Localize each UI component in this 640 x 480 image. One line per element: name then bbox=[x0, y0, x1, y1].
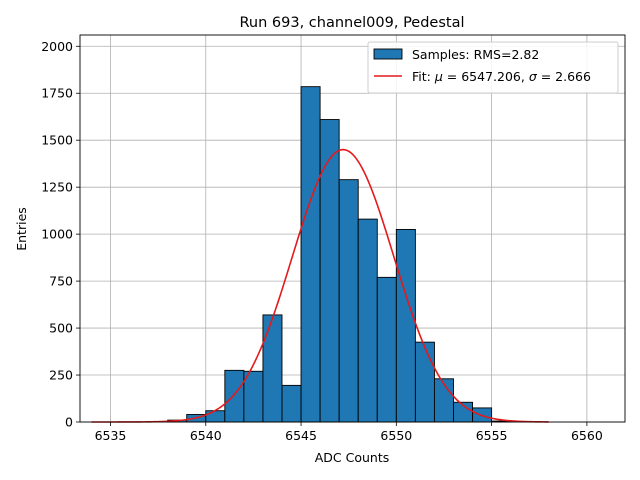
legend-fit-sigma-symbol: σ bbox=[529, 69, 538, 84]
x-axis-label: ADC Counts bbox=[315, 450, 390, 465]
legend-fit-label: Fit: μ = 6547.206, σ = 2.666 bbox=[412, 69, 591, 84]
legend-histogram-label: Samples: RMS=2.82 bbox=[412, 47, 539, 62]
histogram-bar bbox=[281, 384, 302, 423]
legend-fit-mu-symbol: μ bbox=[434, 69, 443, 84]
y-axis-label: Entries bbox=[14, 207, 29, 251]
legend: Samples: RMS=2.82 Fit: μ = 6547.206, σ =… bbox=[367, 41, 619, 94]
x-tick-label: 6560 bbox=[571, 428, 603, 443]
histogram-bar bbox=[319, 119, 340, 423]
x-tick-label: 6540 bbox=[190, 428, 222, 443]
histogram-bar bbox=[414, 341, 435, 423]
x-tick-label: 6550 bbox=[380, 428, 412, 443]
histogram-bar bbox=[338, 179, 359, 423]
histogram-bar bbox=[395, 228, 416, 423]
y-tick-label: 750 bbox=[49, 274, 73, 289]
y-tick-label: 250 bbox=[49, 368, 73, 383]
fit-curve bbox=[91, 148, 549, 423]
legend-fit-mu-value: = 6547.206, bbox=[443, 69, 529, 84]
legend-histogram-swatch bbox=[373, 48, 403, 60]
legend-fit-sigma-value: = 2.666 bbox=[537, 69, 591, 84]
histogram-bar bbox=[300, 86, 321, 423]
histogram-bar bbox=[205, 410, 226, 423]
x-tick-label: 6545 bbox=[285, 428, 317, 443]
x-axis-ticks: 6535 6540 6545 6550 6555 6560 bbox=[95, 422, 603, 443]
histogram-bar bbox=[262, 314, 283, 423]
y-tick-label: 1500 bbox=[41, 133, 73, 148]
histogram-bar bbox=[243, 370, 264, 423]
y-tick-label: 2000 bbox=[41, 39, 73, 54]
histogram-bar bbox=[357, 218, 378, 423]
plot-frame bbox=[79, 34, 626, 423]
y-tick-label: 1000 bbox=[41, 227, 73, 242]
y-tick-label: 1250 bbox=[41, 180, 73, 195]
x-tick-label: 6555 bbox=[476, 428, 508, 443]
legend-fit-prefix: Fit: bbox=[412, 69, 435, 84]
chart-title: Run 693, channel009, Pedestal bbox=[239, 15, 464, 31]
y-tick-label: 0 bbox=[65, 415, 73, 430]
legend-box bbox=[367, 41, 619, 94]
histogram-bar bbox=[224, 369, 245, 423]
y-tick-label: 1750 bbox=[41, 86, 73, 101]
y-tick-label: 500 bbox=[49, 321, 73, 336]
y-axis-ticks: 0 250 500 750 1000 1250 1500 1750 2000 bbox=[41, 39, 80, 430]
x-tick-label: 6535 bbox=[95, 428, 127, 443]
histogram-bar bbox=[376, 276, 397, 423]
histogram-bars bbox=[167, 86, 512, 423]
